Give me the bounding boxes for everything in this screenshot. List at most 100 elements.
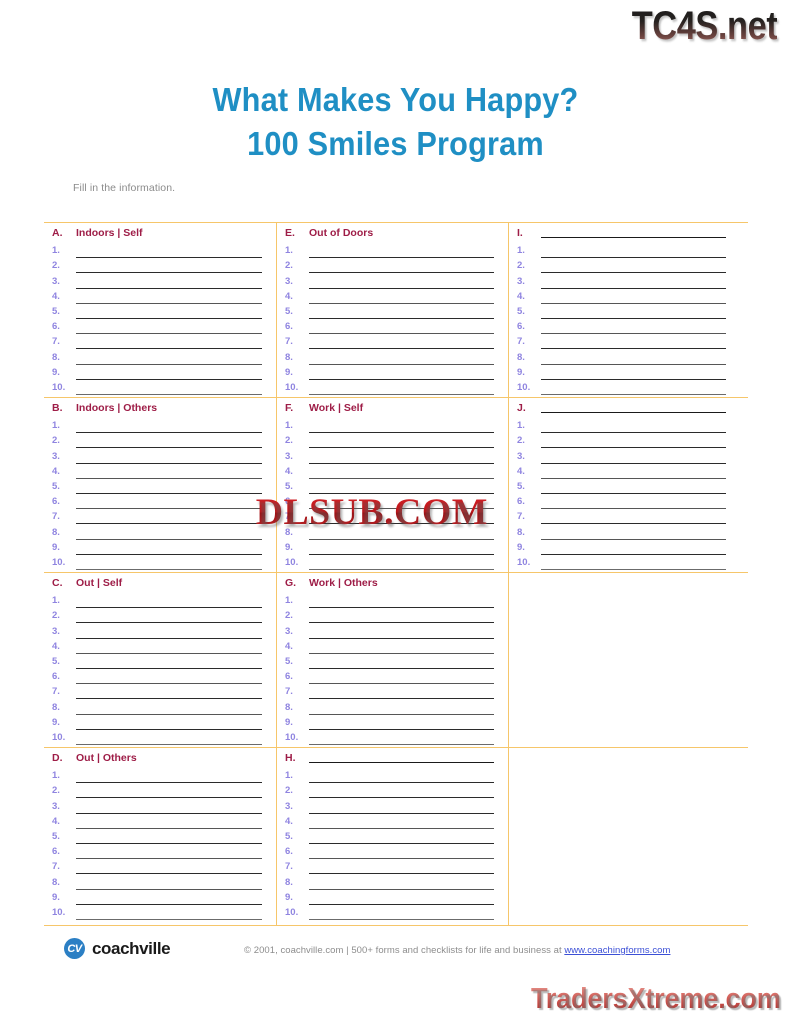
entry-input-line[interactable] bbox=[541, 497, 726, 510]
entry-input-line[interactable] bbox=[76, 421, 262, 434]
entry-input-line[interactable] bbox=[541, 421, 726, 434]
entry-input-line[interactable] bbox=[76, 353, 262, 365]
entry-input-line[interactable] bbox=[541, 307, 726, 319]
entry-input-line[interactable] bbox=[541, 543, 726, 555]
entry-input-line[interactable] bbox=[309, 786, 494, 799]
entry-input-line[interactable] bbox=[76, 528, 262, 540]
entry-input-line[interactable] bbox=[76, 817, 262, 829]
entry-input-line[interactable] bbox=[309, 878, 494, 890]
entry-input-line[interactable] bbox=[76, 482, 262, 494]
entry-input-line[interactable] bbox=[309, 246, 494, 259]
entry-input-line[interactable] bbox=[541, 292, 726, 304]
entry-input-line[interactable] bbox=[309, 672, 494, 685]
entry-input-line[interactable] bbox=[309, 421, 494, 434]
entry-input-line[interactable] bbox=[309, 847, 494, 860]
entry-input-line[interactable] bbox=[76, 368, 262, 380]
entry-input-line[interactable] bbox=[309, 322, 494, 335]
entry-input-line[interactable] bbox=[541, 261, 726, 274]
entry-input-line[interactable] bbox=[541, 383, 726, 395]
entry-input-line[interactable] bbox=[309, 908, 494, 920]
section-title-input-line[interactable] bbox=[541, 227, 726, 238]
entry-input-line[interactable] bbox=[309, 703, 494, 715]
entry-input-line[interactable] bbox=[76, 512, 262, 525]
entry-input-line[interactable] bbox=[309, 543, 494, 555]
entry-input-line[interactable] bbox=[76, 878, 262, 890]
entry-input-line[interactable] bbox=[309, 802, 494, 814]
entry-input-line[interactable] bbox=[76, 307, 262, 319]
entry-input-line[interactable] bbox=[76, 786, 262, 799]
entry-input-line[interactable] bbox=[309, 452, 494, 464]
entry-input-line[interactable] bbox=[309, 687, 494, 700]
entry-input-line[interactable] bbox=[309, 292, 494, 304]
entry-input-line[interactable] bbox=[76, 847, 262, 860]
entry-input-line[interactable] bbox=[309, 611, 494, 624]
entry-input-line[interactable] bbox=[309, 436, 494, 449]
entry-input-line[interactable] bbox=[541, 337, 726, 350]
coachingforms-link[interactable]: www.coachingforms.com bbox=[564, 945, 671, 956]
entry-input-line[interactable] bbox=[309, 368, 494, 380]
entry-input-line[interactable] bbox=[76, 292, 262, 304]
section-title-input-line[interactable] bbox=[541, 402, 726, 413]
entry-input-line[interactable] bbox=[309, 893, 494, 905]
entry-input-line[interactable] bbox=[309, 817, 494, 829]
entry-input-line[interactable] bbox=[76, 657, 262, 669]
entry-input-line[interactable] bbox=[309, 497, 494, 510]
entry-input-line[interactable] bbox=[309, 832, 494, 844]
section-title-input-line[interactable] bbox=[309, 752, 494, 763]
entry-input-line[interactable] bbox=[76, 687, 262, 700]
entry-input-line[interactable] bbox=[541, 322, 726, 335]
entry-input-line[interactable] bbox=[309, 771, 494, 784]
entry-input-line[interactable] bbox=[76, 246, 262, 259]
entry-input-line[interactable] bbox=[309, 596, 494, 609]
entry-input-line[interactable] bbox=[76, 627, 262, 639]
entry-input-line[interactable] bbox=[309, 353, 494, 365]
entry-input-line[interactable] bbox=[541, 246, 726, 259]
entry-input-line[interactable] bbox=[541, 452, 726, 464]
entry-input-line[interactable] bbox=[76, 497, 262, 510]
entry-input-line[interactable] bbox=[309, 512, 494, 525]
entry-input-line[interactable] bbox=[76, 452, 262, 464]
entry-input-line[interactable] bbox=[541, 353, 726, 365]
entry-input-line[interactable] bbox=[541, 512, 726, 525]
entry-input-line[interactable] bbox=[76, 703, 262, 715]
entry-input-line[interactable] bbox=[541, 467, 726, 479]
entry-input-line[interactable] bbox=[309, 337, 494, 350]
entry-input-line[interactable] bbox=[76, 261, 262, 274]
entry-input-line[interactable] bbox=[76, 802, 262, 814]
entry-input-line[interactable] bbox=[309, 627, 494, 639]
entry-input-line[interactable] bbox=[76, 893, 262, 905]
entry-input-line[interactable] bbox=[76, 467, 262, 479]
entry-input-line[interactable] bbox=[76, 718, 262, 730]
entry-input-line[interactable] bbox=[76, 733, 262, 745]
entry-input-line[interactable] bbox=[76, 383, 262, 395]
entry-input-line[interactable] bbox=[76, 862, 262, 875]
entry-input-line[interactable] bbox=[309, 718, 494, 730]
entry-input-line[interactable] bbox=[76, 543, 262, 555]
entry-input-line[interactable] bbox=[309, 467, 494, 479]
entry-input-line[interactable] bbox=[76, 558, 262, 570]
entry-input-line[interactable] bbox=[76, 771, 262, 784]
entry-input-line[interactable] bbox=[309, 862, 494, 875]
entry-input-line[interactable] bbox=[309, 733, 494, 745]
entry-input-line[interactable] bbox=[76, 908, 262, 920]
entry-input-line[interactable] bbox=[76, 596, 262, 609]
entry-input-line[interactable] bbox=[541, 436, 726, 449]
entry-input-line[interactable] bbox=[541, 277, 726, 289]
entry-input-line[interactable] bbox=[76, 322, 262, 335]
entry-input-line[interactable] bbox=[541, 482, 726, 494]
entry-input-line[interactable] bbox=[76, 642, 262, 654]
entry-input-line[interactable] bbox=[309, 307, 494, 319]
entry-input-line[interactable] bbox=[76, 277, 262, 289]
entry-input-line[interactable] bbox=[76, 337, 262, 350]
entry-input-line[interactable] bbox=[309, 528, 494, 540]
entry-input-line[interactable] bbox=[76, 436, 262, 449]
entry-input-line[interactable] bbox=[309, 261, 494, 274]
entry-input-line[interactable] bbox=[76, 832, 262, 844]
entry-input-line[interactable] bbox=[76, 611, 262, 624]
entry-input-line[interactable] bbox=[309, 482, 494, 494]
entry-input-line[interactable] bbox=[541, 528, 726, 540]
entry-input-line[interactable] bbox=[309, 558, 494, 570]
entry-input-line[interactable] bbox=[309, 657, 494, 669]
entry-input-line[interactable] bbox=[309, 383, 494, 395]
entry-input-line[interactable] bbox=[309, 642, 494, 654]
